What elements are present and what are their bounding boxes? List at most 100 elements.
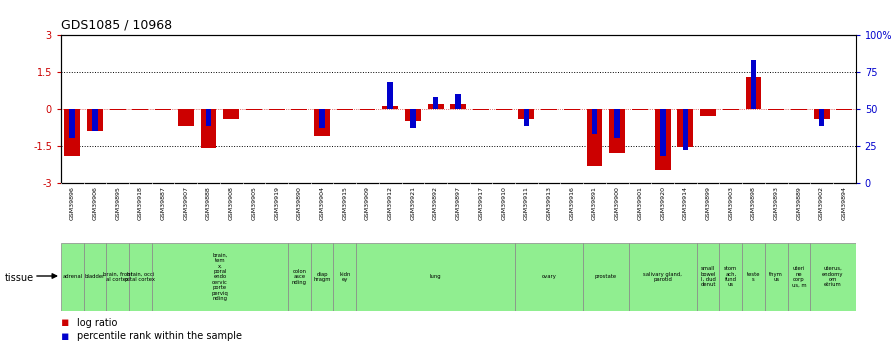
Text: percentile rank within the sample: percentile rank within the sample: [77, 332, 242, 341]
Text: GSM39910: GSM39910: [501, 186, 506, 220]
Text: brain,
tem
x,
poral
endo
cervic
porte
perviq
nding: brain, tem x, poral endo cervic porte pe…: [211, 253, 228, 301]
Text: small
bowel
I, dud
denut: small bowel I, dud denut: [701, 266, 716, 287]
Text: GSM39919: GSM39919: [274, 186, 280, 220]
Bar: [697, 243, 719, 310]
Bar: [683, 109, 688, 150]
Text: GSM39920: GSM39920: [660, 186, 665, 220]
Text: ▪: ▪: [61, 330, 69, 343]
Text: GSM39896: GSM39896: [70, 186, 74, 220]
Text: uterus,
endomy
om
etrium: uterus, endomy om etrium: [823, 266, 844, 287]
Bar: [609, 109, 625, 153]
Bar: [745, 77, 762, 109]
Text: ovary: ovary: [542, 274, 556, 279]
Text: GSM39902: GSM39902: [819, 186, 824, 220]
Bar: [700, 109, 716, 116]
Bar: [65, 109, 81, 156]
Text: GSM39906: GSM39906: [92, 186, 98, 220]
Bar: [473, 109, 489, 110]
Bar: [587, 109, 602, 166]
Bar: [383, 106, 398, 109]
Bar: [765, 243, 788, 310]
Text: GSM39917: GSM39917: [478, 186, 484, 220]
Bar: [291, 109, 307, 110]
Bar: [495, 109, 512, 110]
Bar: [129, 243, 151, 310]
Bar: [433, 97, 438, 109]
Text: GSM39907: GSM39907: [184, 186, 188, 220]
Bar: [333, 243, 356, 310]
Text: lung: lung: [430, 274, 442, 279]
Text: bladder: bladder: [85, 274, 105, 279]
Bar: [659, 109, 666, 156]
Text: log ratio: log ratio: [77, 318, 117, 327]
Bar: [519, 109, 534, 119]
Bar: [387, 82, 393, 109]
Bar: [591, 109, 598, 134]
Text: GSM39908: GSM39908: [228, 186, 234, 220]
Bar: [856, 243, 878, 310]
Bar: [288, 243, 311, 310]
Bar: [819, 109, 824, 127]
Text: GSM39899: GSM39899: [705, 186, 711, 220]
Text: GSM39887: GSM39887: [160, 186, 166, 220]
Text: diap
hragm: diap hragm: [314, 272, 331, 282]
Bar: [632, 109, 648, 110]
Text: GDS1085 / 10968: GDS1085 / 10968: [61, 19, 172, 32]
Bar: [155, 109, 171, 110]
Text: GSM39914: GSM39914: [683, 186, 688, 220]
Bar: [615, 109, 620, 138]
Text: GSM39921: GSM39921: [410, 186, 416, 220]
Bar: [61, 243, 83, 310]
Bar: [455, 94, 461, 109]
Bar: [629, 243, 697, 310]
Text: GSM39901: GSM39901: [637, 186, 642, 220]
Text: kidn
ey: kidn ey: [339, 272, 350, 282]
Bar: [223, 109, 239, 119]
Bar: [359, 109, 375, 110]
Bar: [83, 243, 107, 310]
Text: GSM39916: GSM39916: [569, 186, 574, 220]
Bar: [410, 109, 416, 128]
Text: colon
asce
nding: colon asce nding: [292, 269, 306, 285]
Text: vagi
na: vagi na: [861, 272, 873, 282]
Text: GSM39912: GSM39912: [388, 186, 392, 220]
Text: adrenal: adrenal: [62, 274, 82, 279]
Bar: [655, 109, 670, 170]
Text: GSM39890: GSM39890: [297, 186, 302, 220]
Bar: [246, 109, 262, 110]
Bar: [269, 109, 285, 110]
Bar: [133, 109, 149, 110]
Text: GSM39894: GSM39894: [842, 186, 847, 220]
Bar: [719, 243, 742, 310]
Text: GSM39897: GSM39897: [456, 186, 461, 220]
Text: brain, front
al cortex: brain, front al cortex: [103, 272, 133, 282]
Bar: [768, 109, 784, 110]
Text: brain, occi
pital cortex: brain, occi pital cortex: [125, 272, 155, 282]
Bar: [751, 60, 756, 109]
Text: uteri
ne
corp
us, m: uteri ne corp us, m: [791, 266, 806, 287]
Bar: [836, 109, 852, 110]
Text: prostate: prostate: [595, 274, 617, 279]
Bar: [583, 243, 629, 310]
Bar: [515, 243, 583, 310]
Text: GSM39904: GSM39904: [320, 186, 324, 220]
Text: thym
us: thym us: [770, 272, 783, 282]
Bar: [564, 109, 580, 110]
Text: GSM39915: GSM39915: [342, 186, 348, 220]
Bar: [314, 109, 330, 136]
Bar: [206, 109, 211, 127]
Bar: [451, 104, 466, 109]
Bar: [70, 109, 75, 138]
Text: GSM39891: GSM39891: [592, 186, 597, 220]
Text: GSM39905: GSM39905: [252, 186, 256, 220]
Bar: [151, 243, 288, 310]
Bar: [356, 243, 515, 310]
Text: GSM39892: GSM39892: [433, 186, 438, 220]
Bar: [541, 109, 557, 110]
Bar: [107, 243, 129, 310]
Bar: [723, 109, 738, 110]
Text: GSM39903: GSM39903: [728, 186, 733, 220]
Bar: [178, 109, 194, 126]
Bar: [109, 109, 125, 110]
Bar: [523, 109, 530, 127]
